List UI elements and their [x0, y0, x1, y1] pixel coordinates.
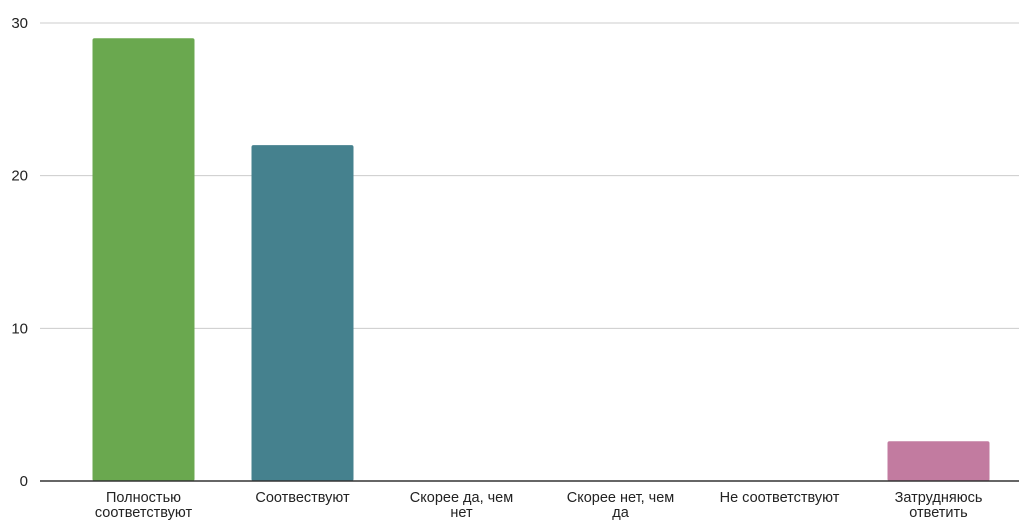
x-category-label: Не соответствуют: [720, 490, 840, 506]
y-tick-label: 0: [20, 473, 28, 490]
x-category-label: Скорее да, чем нет: [410, 490, 513, 521]
x-category-label-line: Затрудняюсь: [895, 490, 983, 506]
x-category-label: Полностью соответствуют: [95, 490, 193, 521]
y-tick-label: 10: [11, 320, 28, 337]
x-category-label-line: ответить: [909, 505, 967, 521]
x-category-label: Соотвествуют: [255, 490, 350, 506]
x-category-label-line: Соотвествуют: [255, 490, 350, 506]
label-layer: 0 10 20 30 Полностью соответствуют Соотвествую…: [11, 15, 982, 521]
x-category-label: Затрудняюсь ответить: [895, 490, 983, 521]
grid-layer: [40, 22, 1019, 329]
bar-layer: [92, 38, 990, 482]
bar-1: [92, 38, 195, 482]
bar-2: [251, 145, 354, 481]
bar-6: [887, 441, 990, 481]
y-tick-label: 30: [11, 15, 28, 32]
x-category-label-line: да: [612, 505, 629, 521]
y-tick-label: 20: [11, 168, 28, 185]
x-category-label-line: Скорее нет, чем: [567, 490, 675, 506]
x-category-label-line: Полностью: [106, 490, 181, 506]
x-category-label-line: Не соответствуют: [720, 490, 840, 506]
x-category-label-line: нет: [450, 505, 473, 521]
x-category-label: Скорее нет, чем да: [567, 490, 675, 521]
x-category-label-line: Скорее да, чем: [410, 490, 513, 506]
x-category-label-line: соответствуют: [95, 505, 193, 521]
